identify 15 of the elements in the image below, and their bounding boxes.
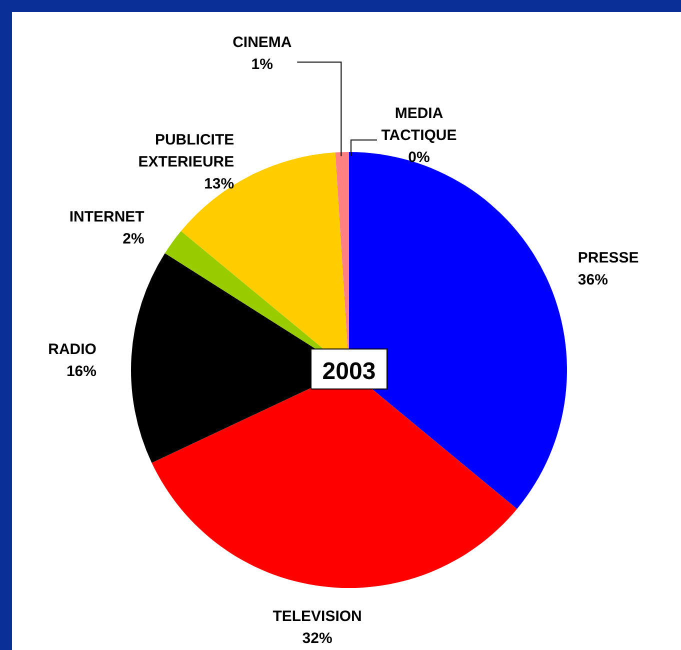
slice-label: CINEMA	[232, 34, 292, 52]
slice-label: RADIO	[48, 341, 97, 358]
data-label: 13%	[204, 176, 234, 193]
data-label: 2%	[122, 230, 144, 248]
data-label: 1%	[251, 56, 273, 74]
slice-label: TELEVISION	[272, 608, 362, 626]
text: 0%	[408, 149, 430, 166]
data-label: 16%	[66, 363, 96, 380]
slice-label: PUBLICITE EXTERIEURE	[138, 132, 234, 171]
slice-label: PRESSE	[578, 249, 639, 266]
data-label: 36%	[578, 271, 608, 288]
data-label: 32%	[302, 630, 332, 648]
category-label: MEDIA TACTIQUE	[381, 105, 457, 144]
slice-label: INTERNET	[69, 208, 144, 226]
text: 2003	[322, 358, 376, 385]
